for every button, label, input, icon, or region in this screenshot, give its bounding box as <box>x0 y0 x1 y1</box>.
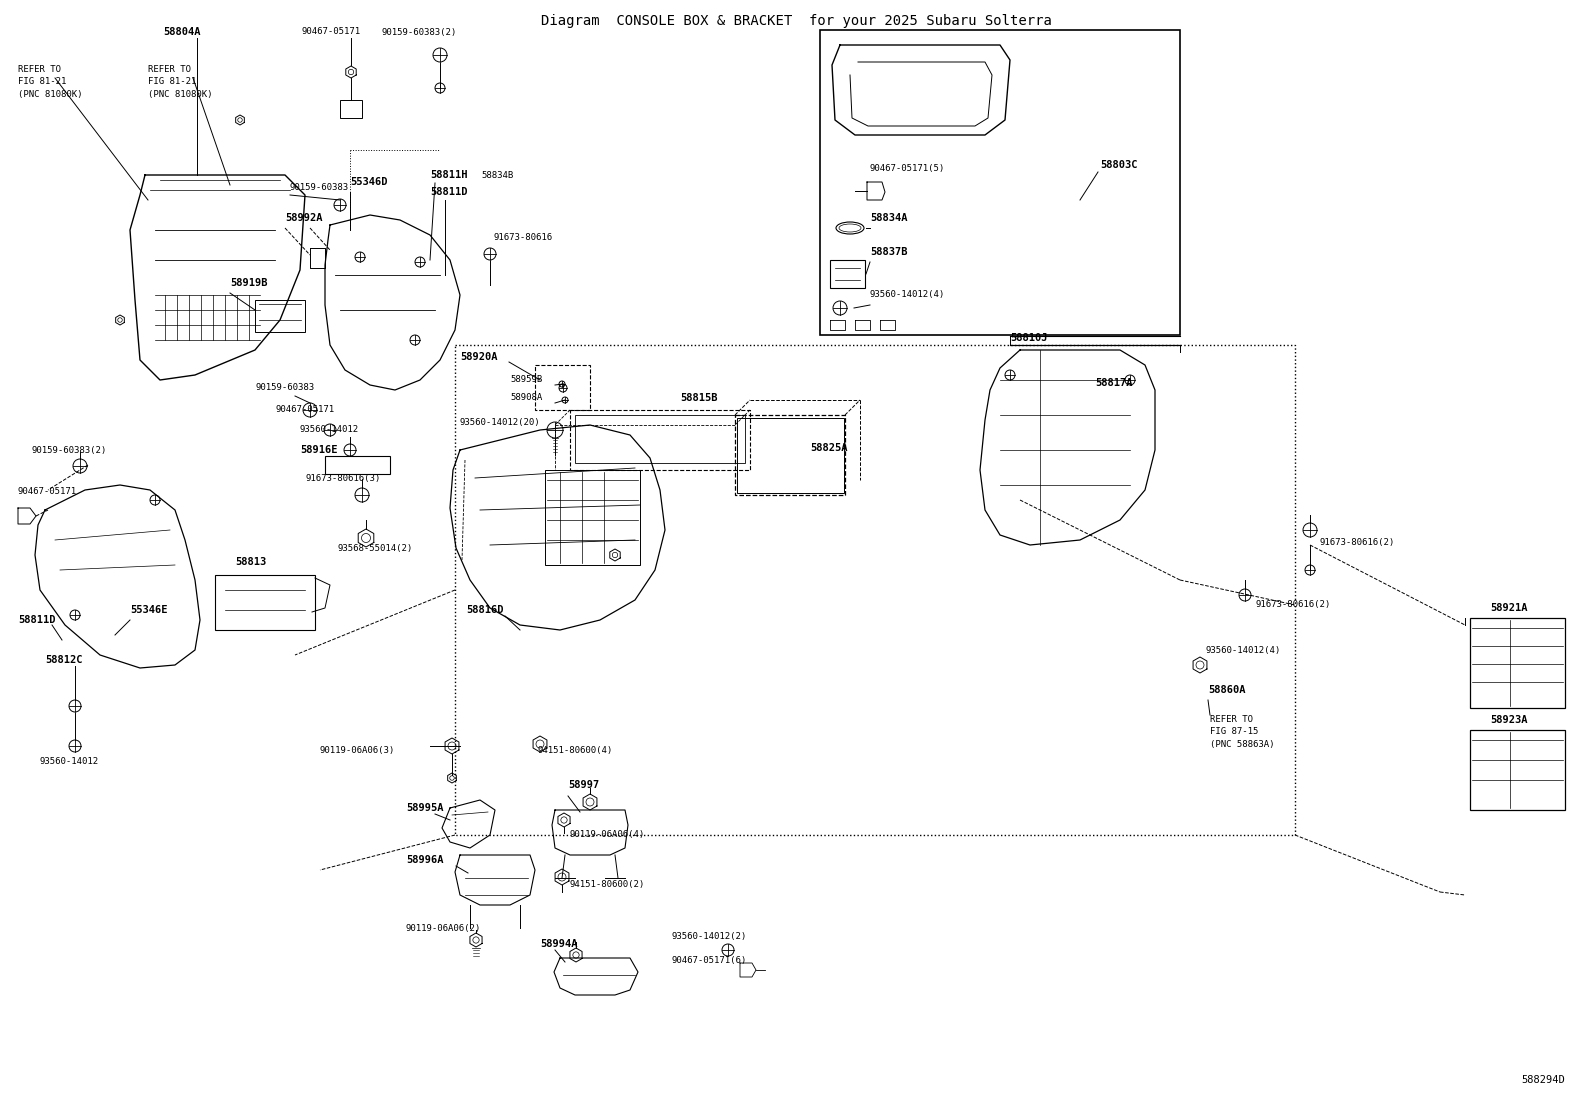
Text: 91673-80616(2): 91673-80616(2) <box>1320 539 1395 547</box>
Text: 58815B: 58815B <box>680 393 718 403</box>
Text: 90119-06A06(3): 90119-06A06(3) <box>320 745 395 755</box>
Text: 90119-06A06(2): 90119-06A06(2) <box>406 923 481 932</box>
Bar <box>255 300 306 332</box>
Bar <box>535 365 591 410</box>
Text: 91673-80616: 91673-80616 <box>494 233 552 242</box>
Text: 55346D: 55346D <box>350 177 387 187</box>
Text: 90159-60383: 90159-60383 <box>290 184 349 192</box>
Bar <box>829 260 864 288</box>
Text: 58996A: 58996A <box>406 855 444 865</box>
Text: 93568-55014(2): 93568-55014(2) <box>338 544 414 553</box>
Bar <box>575 415 745 463</box>
Text: 93560-14012(20): 93560-14012(20) <box>460 418 541 426</box>
Text: 58811D: 58811D <box>430 187 468 197</box>
Text: 93560-14012(4): 93560-14012(4) <box>1205 645 1280 655</box>
Text: 58834B: 58834B <box>481 170 513 179</box>
Bar <box>215 575 315 630</box>
Bar <box>544 470 640 565</box>
Text: 58992A: 58992A <box>285 213 323 223</box>
Text: (PNC 58863A): (PNC 58863A) <box>1210 740 1275 748</box>
Text: 58995A: 58995A <box>406 803 444 813</box>
Bar <box>820 30 1180 335</box>
Text: 58811D: 58811D <box>18 615 56 625</box>
Text: 91673-80616(3): 91673-80616(3) <box>306 474 380 482</box>
Text: 90467-05171(5): 90467-05171(5) <box>869 164 946 173</box>
Text: FIG 81-21: FIG 81-21 <box>18 78 67 87</box>
Text: 90467-05171: 90467-05171 <box>275 406 334 414</box>
Text: 90159-60383(2): 90159-60383(2) <box>32 445 107 455</box>
Text: (PNC 81080K): (PNC 81080K) <box>18 89 83 99</box>
Text: 58803C: 58803C <box>1100 160 1138 170</box>
Bar <box>1469 618 1565 708</box>
Text: (PNC 81080K): (PNC 81080K) <box>148 89 212 99</box>
Text: REFER TO: REFER TO <box>148 66 191 75</box>
Text: 58834A: 58834A <box>869 213 907 223</box>
Text: 58923A: 58923A <box>1490 715 1527 725</box>
Text: 58810J: 58810J <box>1009 333 1048 343</box>
Text: 58811H: 58811H <box>430 170 468 180</box>
Text: 93560-14012: 93560-14012 <box>40 757 99 766</box>
Text: 94151-80600(2): 94151-80600(2) <box>570 879 645 888</box>
Text: 90159-60383: 90159-60383 <box>255 384 314 392</box>
Text: 58908A: 58908A <box>509 393 543 402</box>
Text: 58825A: 58825A <box>810 443 847 453</box>
Text: 93560-14012(4): 93560-14012(4) <box>869 290 946 300</box>
Text: 58921A: 58921A <box>1490 603 1527 613</box>
Bar <box>736 415 845 495</box>
Text: 58813: 58813 <box>236 557 266 567</box>
Text: 58817A: 58817A <box>1095 378 1132 388</box>
Text: 58920A: 58920A <box>460 352 497 362</box>
Text: 58816D: 58816D <box>466 606 503 615</box>
Text: 55346E: 55346E <box>131 606 167 615</box>
Text: REFER TO: REFER TO <box>1210 715 1253 724</box>
Bar <box>570 410 750 470</box>
Bar <box>341 100 361 118</box>
Text: 93560-14012(2): 93560-14012(2) <box>672 932 747 941</box>
Text: 91673-80616(2): 91673-80616(2) <box>1254 600 1331 610</box>
Text: 94151-80600(4): 94151-80600(4) <box>538 745 613 755</box>
Text: 90119-06A06(4): 90119-06A06(4) <box>570 830 645 839</box>
Text: FIG 87-15: FIG 87-15 <box>1210 728 1258 736</box>
Text: 58860A: 58860A <box>1208 685 1245 695</box>
Text: 58919B: 58919B <box>229 278 267 288</box>
Text: 58837B: 58837B <box>869 247 907 257</box>
Text: 58959B: 58959B <box>509 376 543 385</box>
Text: 58804A: 58804A <box>162 27 201 37</box>
Text: 58916E: 58916E <box>299 445 338 455</box>
Text: REFER TO: REFER TO <box>18 66 60 75</box>
Text: 90467-05171: 90467-05171 <box>18 488 76 497</box>
Text: 90159-60383(2): 90159-60383(2) <box>382 27 457 36</box>
Text: FIG 81-21: FIG 81-21 <box>148 78 196 87</box>
Text: 93560-14012: 93560-14012 <box>299 425 360 434</box>
Text: 58997: 58997 <box>568 780 599 790</box>
Bar <box>325 456 390 474</box>
Text: 90467-05171(6): 90467-05171(6) <box>672 955 747 965</box>
Bar <box>1469 730 1565 810</box>
Text: 90467-05171: 90467-05171 <box>302 27 361 36</box>
Text: 588294D: 588294D <box>1522 1075 1565 1085</box>
Text: 58994A: 58994A <box>540 939 578 950</box>
Text: 58812C: 58812C <box>45 655 83 665</box>
Bar <box>737 418 844 493</box>
Bar <box>455 345 1294 835</box>
Text: Diagram  CONSOLE BOX & BRACKET  for your 2025 Subaru Solterra: Diagram CONSOLE BOX & BRACKET for your 2… <box>541 14 1051 27</box>
